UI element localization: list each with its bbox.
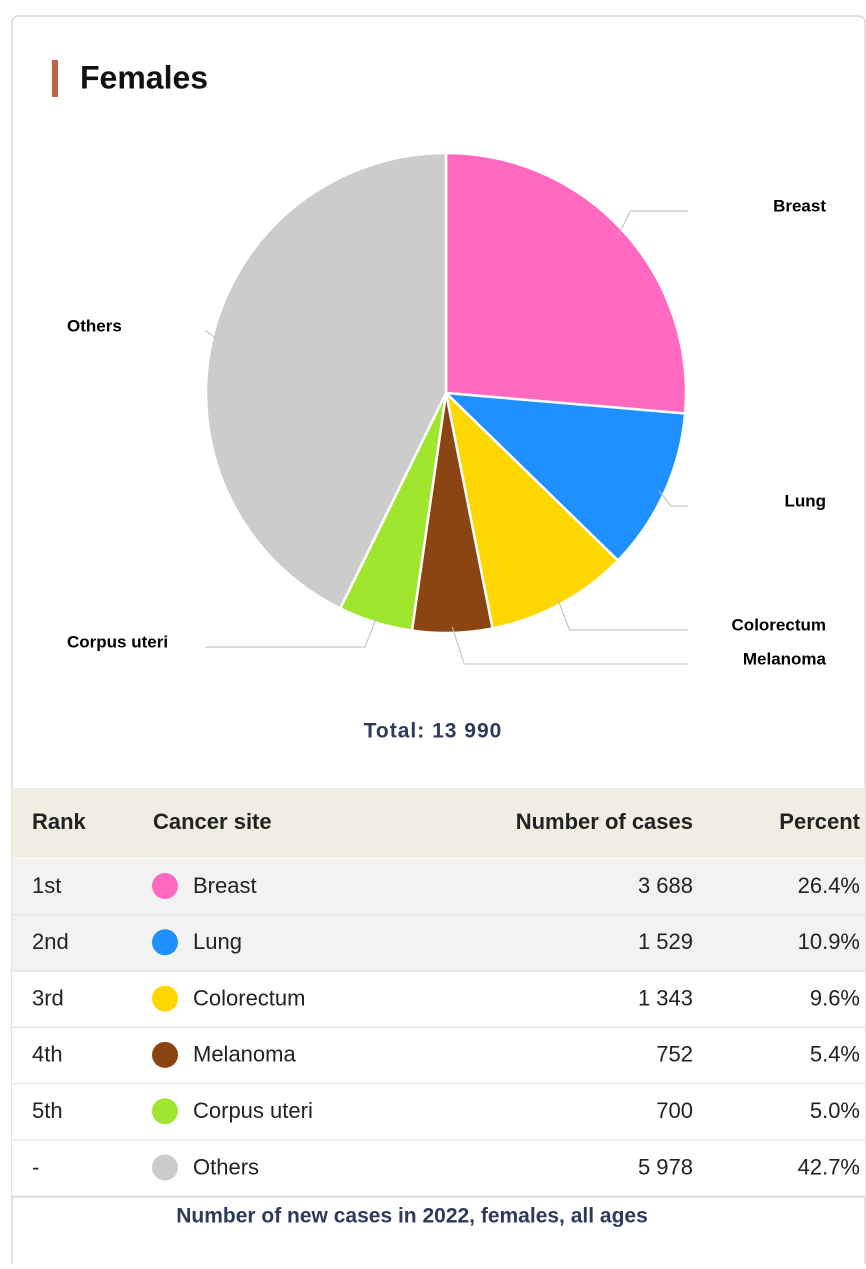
slice-label: Melanoma bbox=[743, 649, 827, 668]
color-dot bbox=[152, 1098, 178, 1125]
color-dot bbox=[152, 985, 178, 1012]
cases-cell: 700 bbox=[656, 1098, 693, 1123]
table-row bbox=[12, 915, 865, 972]
table-header-cell: Percent bbox=[779, 809, 860, 834]
site-cell: Melanoma bbox=[193, 1042, 296, 1067]
slice-label: Lung bbox=[784, 491, 826, 510]
total: Total: 13 990 bbox=[364, 720, 503, 743]
caption: Number of new cases in 2022, females, al… bbox=[176, 1205, 648, 1228]
percent-cell: 5.0% bbox=[810, 1098, 860, 1123]
table-header-cell: Number of cases bbox=[516, 809, 693, 834]
site-cell: Colorectum bbox=[193, 985, 305, 1010]
color-dot bbox=[152, 1154, 178, 1181]
color-dot bbox=[152, 929, 178, 956]
leader-line bbox=[205, 330, 219, 341]
table-row bbox=[12, 1084, 865, 1141]
rank-cell: 5th bbox=[32, 1098, 63, 1123]
site-cell: Breast bbox=[193, 873, 257, 898]
rank-cell: 2nd bbox=[32, 929, 69, 954]
table-row bbox=[12, 859, 865, 916]
table-header-cell: Rank bbox=[32, 809, 87, 834]
color-dot bbox=[152, 1041, 178, 1068]
slice-label: Corpus uteri bbox=[67, 632, 168, 651]
slice-label: Breast bbox=[773, 196, 826, 215]
rank-cell: 3rd bbox=[32, 985, 64, 1010]
percent-cell: 26.4% bbox=[798, 873, 860, 898]
cases-cell: 3 688 bbox=[638, 873, 693, 898]
table-header bbox=[12, 788, 865, 858]
slice-label: Others bbox=[67, 316, 122, 335]
pie-slice bbox=[444, 391, 620, 630]
slice-label: Colorectum bbox=[732, 615, 826, 634]
leader-line bbox=[451, 626, 688, 665]
percent-cell: 9.6% bbox=[810, 985, 860, 1010]
table-header-cell: Cancer site bbox=[153, 809, 272, 834]
chart-title: Females bbox=[80, 59, 208, 95]
leader-line bbox=[658, 490, 688, 507]
cases-cell: 1 343 bbox=[638, 985, 693, 1010]
percent-cell: 42.7% bbox=[798, 1154, 860, 1179]
rank-cell: - bbox=[32, 1154, 39, 1179]
pie-slice bbox=[444, 151, 688, 415]
site-cell: Others bbox=[193, 1154, 259, 1179]
leader-line bbox=[205, 616, 378, 648]
table-row bbox=[12, 971, 865, 1028]
site-cell: Lung bbox=[193, 929, 242, 954]
site-cell: Corpus uteri bbox=[193, 1098, 313, 1123]
pie-slice bbox=[444, 391, 687, 562]
rank-cell: 1st bbox=[32, 873, 61, 898]
leader-line bbox=[557, 598, 688, 631]
pie-slice bbox=[204, 151, 448, 610]
rank-cell: 4th bbox=[32, 1042, 63, 1067]
table-row bbox=[12, 1140, 865, 1197]
cases-cell: 1 529 bbox=[638, 929, 693, 954]
title-accent bbox=[52, 60, 58, 97]
color-dot bbox=[152, 873, 178, 899]
cases-cell: 752 bbox=[656, 1042, 693, 1067]
cases-cell: 5 978 bbox=[638, 1154, 693, 1179]
leader-line bbox=[617, 210, 688, 235]
table-row bbox=[12, 1027, 865, 1085]
percent-cell: 5.4% bbox=[810, 1042, 860, 1067]
percent-cell: 10.9% bbox=[798, 929, 860, 954]
